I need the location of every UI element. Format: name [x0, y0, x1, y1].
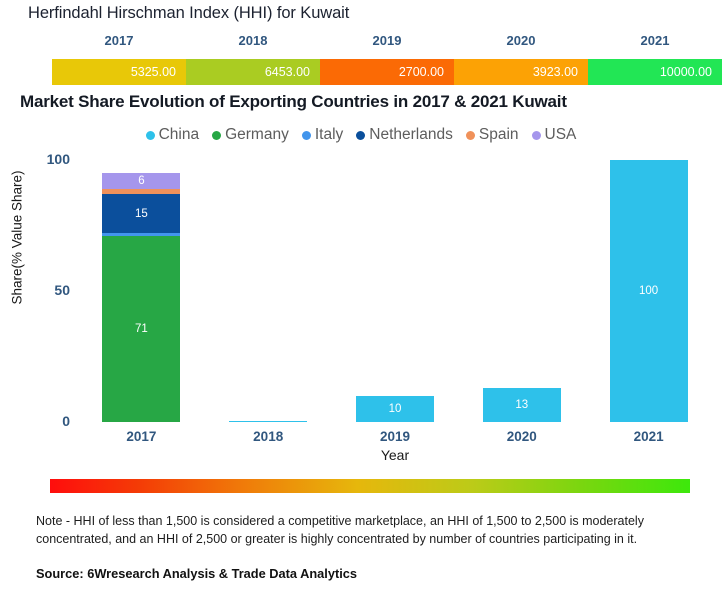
x-tick-label: 2019 — [379, 429, 411, 444]
legend-item-china[interactable]: China — [145, 126, 200, 144]
hhi-segment: 6453.00 — [186, 59, 320, 85]
bar-group: 100 2021 — [585, 160, 712, 444]
hhi-year-label: 2019 — [372, 33, 402, 48]
bar-group: 13 2020 — [458, 160, 585, 444]
legend-item-spain[interactable]: Spain — [465, 126, 519, 144]
bar-stack[interactable]: 10 — [355, 395, 434, 422]
y-tick-label: 100 — [46, 151, 70, 167]
x-tick-label: 2017 — [126, 429, 157, 444]
legend-swatch-icon — [145, 130, 155, 140]
hhi-segment: 3923.00 — [454, 59, 588, 85]
x-tick-label: 2020 — [506, 429, 537, 444]
hhi-year-label: 2021 — [640, 33, 670, 48]
bar-stack[interactable]: 100 — [609, 160, 688, 422]
x-axis-label: Year — [380, 447, 410, 463]
y-axis-ticks: 0 50 100 — [10, 0, 70, 600]
legend-label: Germany — [225, 126, 289, 143]
bar-segment-italy[interactable] — [102, 233, 181, 236]
hhi-year-label: 2017 — [104, 33, 134, 48]
bar-segment-spain[interactable] — [102, 188, 181, 195]
hhi-year-header-row: 2017 2018 2019 2020 2021 — [52, 33, 722, 53]
hhi-gradient-scale — [50, 479, 690, 493]
bar-segment-netherlands[interactable]: 15 — [102, 194, 181, 234]
legend-label: Spain — [478, 126, 519, 143]
x-tick-label: 2018 — [253, 429, 284, 444]
bar-segment-usa[interactable]: 6 — [102, 173, 181, 189]
bar-group: 71 15 6 2017 — [78, 160, 205, 444]
legend-label: Italy — [314, 126, 344, 143]
bar-segment-china[interactable]: 13 — [482, 387, 561, 422]
legend-item-germany[interactable]: Germany — [212, 126, 289, 144]
bar-stack[interactable]: 13 — [482, 387, 561, 422]
bar-stack[interactable]: 71 15 6 — [102, 173, 181, 422]
bar-segment-china[interactable] — [229, 420, 308, 422]
hhi-year-label: 2020 — [506, 33, 536, 48]
bar-segment-germany[interactable]: 71 — [102, 235, 181, 422]
legend-label: China — [158, 126, 200, 143]
legend-swatch-icon — [301, 130, 311, 140]
y-tick-label: 0 — [62, 413, 70, 429]
bar-segment-china[interactable]: 100 — [609, 160, 688, 422]
bar-segment-china[interactable]: 10 — [355, 395, 434, 422]
legend-swatch-icon — [465, 130, 475, 140]
footer-note: Note - HHI of less than 1,500 is conside… — [36, 514, 644, 547]
hhi-segment: 5325.00 — [52, 59, 186, 85]
stacked-bars: 71 15 6 2017 2018 10 2019 13 2020 100 2021 — [78, 160, 712, 444]
bar-stack[interactable] — [229, 420, 308, 422]
legend-swatch-icon — [356, 130, 366, 140]
legend-label: Netherlands — [369, 126, 453, 143]
bar-group: 10 2019 — [332, 160, 459, 444]
hhi-value-bar: 5325.00 6453.00 2700.00 3923.00 10000.00 — [52, 59, 722, 85]
legend-item-italy[interactable]: Italy — [301, 126, 344, 144]
legend-swatch-icon — [531, 130, 541, 140]
footer-source: Source: 6Wresearch Analysis & Trade Data… — [36, 566, 358, 581]
chart-title: Market Share Evolution of Exporting Coun… — [20, 92, 567, 111]
hhi-segment: 2700.00 — [320, 59, 454, 85]
hhi-segment: 10000.00 — [588, 59, 722, 85]
legend-label: USA — [544, 126, 577, 143]
y-tick-label: 50 — [54, 282, 70, 298]
hhi-year-label: 2018 — [238, 33, 268, 48]
hhi-title: Herfindahl Hirschman Index (HHI) for Kuw… — [28, 4, 350, 22]
legend-swatch-icon — [212, 130, 222, 140]
x-tick-label: 2021 — [633, 429, 664, 444]
legend-item-usa[interactable]: USA — [531, 126, 577, 144]
bar-group: 2018 — [205, 160, 332, 444]
chart-legend: China Germany Italy Netherlands Spain USA — [0, 126, 722, 144]
legend-item-netherlands[interactable]: Netherlands — [356, 126, 453, 144]
